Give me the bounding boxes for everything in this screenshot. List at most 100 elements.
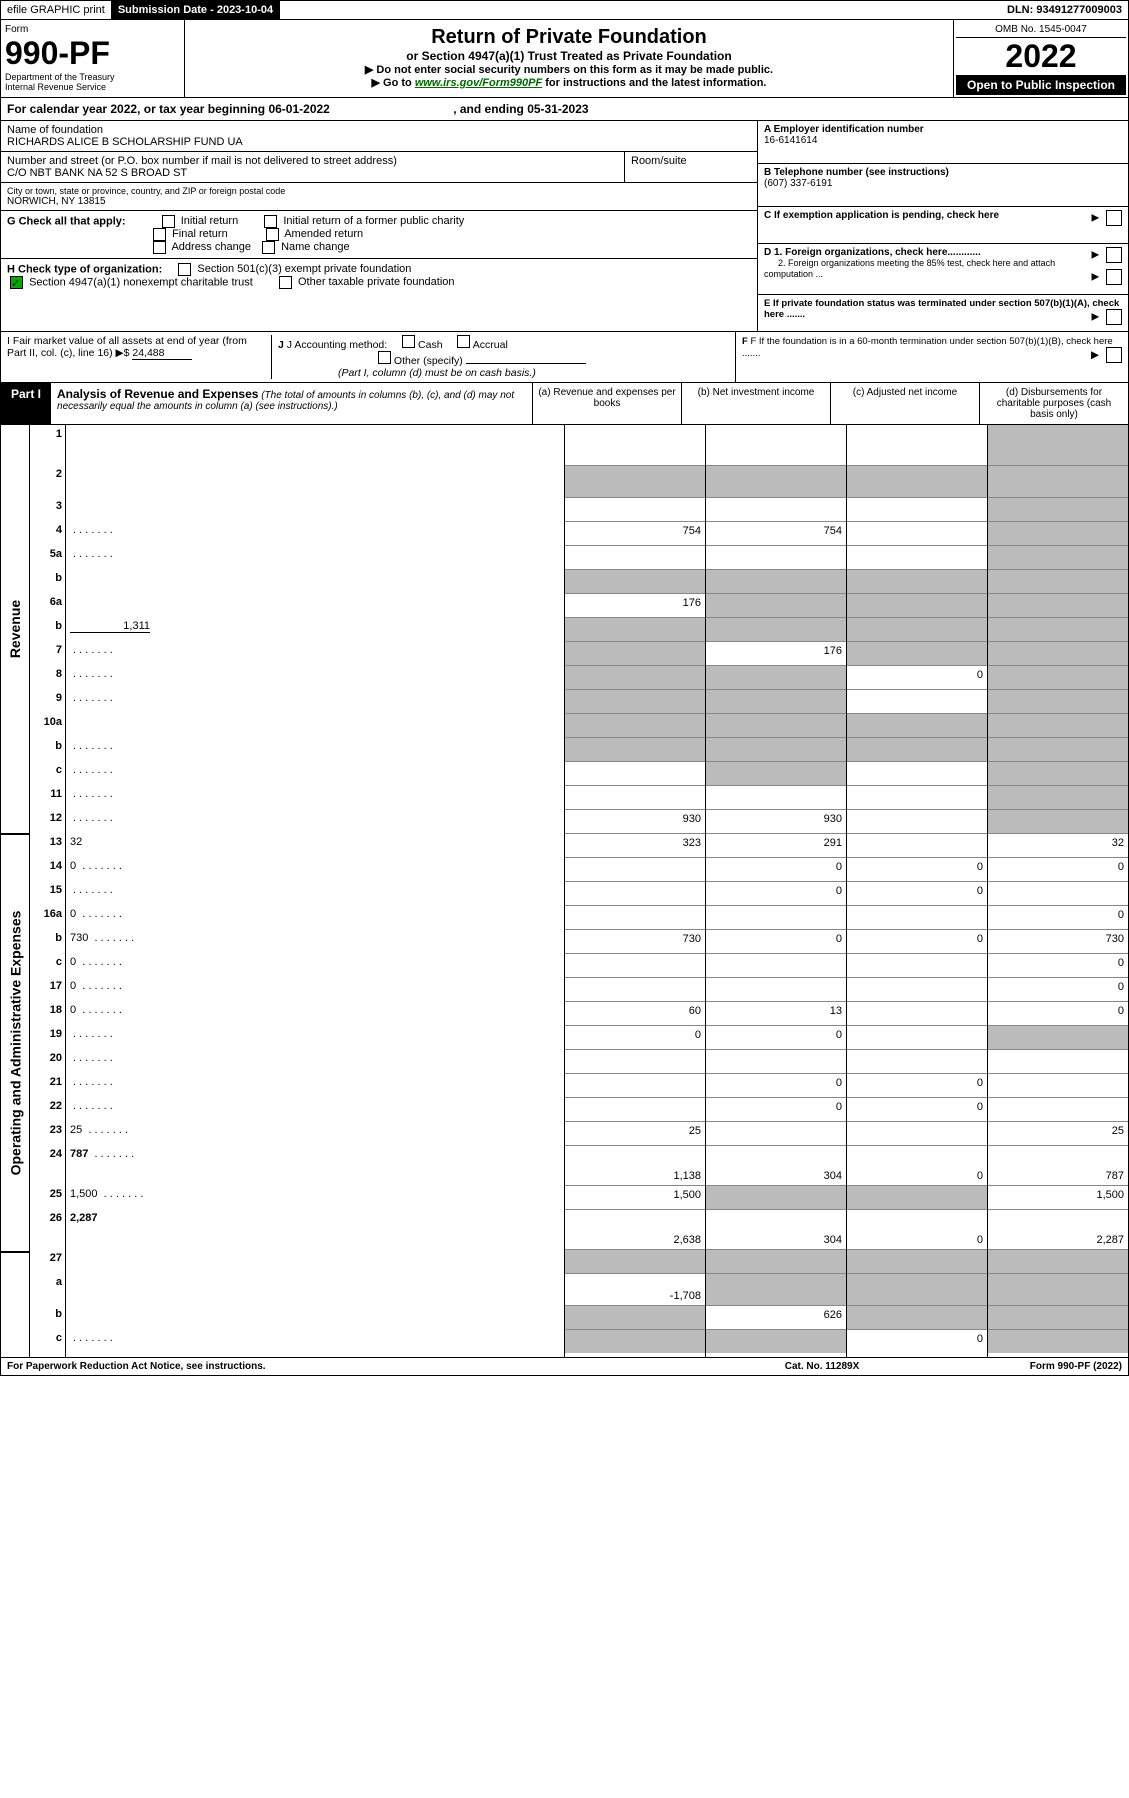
val-b-b [706,617,846,641]
val-17-a [565,977,705,1001]
val-6a-c [847,593,987,617]
col-d-head: (d) Disbursements for charitable purpose… [979,383,1128,424]
val-15-a [565,881,705,905]
cb-other-acct[interactable] [378,351,391,364]
val-23-c [847,1121,987,1145]
val-c-b [706,1329,846,1353]
val-17-b [706,977,846,1001]
line-num-9: 9 [30,689,65,713]
desc-17: 0 . . . . . . . [66,977,564,1001]
val-7-a [565,641,705,665]
city: NORWICH, NY 13815 [7,196,751,207]
b-label: B Telephone number (see instructions) [764,167,1122,178]
part1-desc: Analysis of Revenue and Expenses (The to… [51,383,532,424]
revenue-side: Revenue [7,600,23,658]
cb-f[interactable] [1106,347,1122,363]
val-25-a: 1,500 [565,1185,705,1209]
val-b-a [565,569,705,593]
cb-amended[interactable] [266,228,279,241]
val-2-b [706,465,846,497]
val-3-b [706,497,846,521]
cb-c[interactable] [1106,210,1122,226]
val-9-d [988,689,1128,713]
val-b-b [706,737,846,761]
desc-11: . . . . . . . [66,785,564,809]
desc-b: . . . . . . . [66,737,564,761]
val-b-d: 730 [988,929,1128,953]
addr-label: Number and street (or P.O. box number if… [7,155,618,167]
cb-initial[interactable] [162,215,175,228]
cb-other-tax[interactable] [279,276,292,289]
val-27-d [988,1249,1128,1273]
val-c-b [706,761,846,785]
val-11-d [988,785,1128,809]
val-9-b [706,689,846,713]
val-c-d [988,761,1128,785]
val-19-c [847,1025,987,1049]
desc-b: 730 . . . . . . . [66,929,564,953]
cb-address[interactable] [153,241,166,254]
val-16a-c [847,905,987,929]
line-num-16a: 16a [30,905,65,929]
val-c-b [706,953,846,977]
val-c-a [565,761,705,785]
g-label: G Check all that apply: [7,215,126,227]
val-21-a [565,1073,705,1097]
line-num-10a: 10a [30,713,65,737]
val-12-a: 930 [565,809,705,833]
cb-name[interactable] [262,241,275,254]
val-27-b [706,1249,846,1273]
val-c-d [988,1329,1128,1353]
cb-accrual[interactable] [457,335,470,348]
j-note: (Part I, column (d) must be on cash basi… [338,367,536,379]
desc-16a: 0 . . . . . . . [66,905,564,929]
line-num-6a: 6a [30,593,65,617]
desc-a [66,1273,564,1305]
desc-25: 1,500 . . . . . . . [66,1185,564,1209]
cb-final[interactable] [153,228,166,241]
val-4-a: 754 [565,521,705,545]
val-16a-d: 0 [988,905,1128,929]
line-num-8: 8 [30,665,65,689]
val-21-d [988,1073,1128,1097]
val-24-c: 0 [847,1145,987,1185]
val-11-c [847,785,987,809]
cal-end: 05-31-2023 [527,102,588,116]
cb-501c3[interactable] [178,263,191,276]
cb-d1[interactable] [1106,247,1122,263]
address: C/O NBT BANK NA 52 S BROAD ST [7,167,618,179]
val-14-c: 0 [847,857,987,881]
val-a-b [706,1273,846,1305]
val-19-a: 0 [565,1025,705,1049]
val-26-a: 2,638 [565,1209,705,1249]
val-5a-a [565,545,705,569]
val-1-c [847,425,987,465]
val-16a-b [706,905,846,929]
val-b-c: 0 [847,929,987,953]
f-label: F If the foundation is in a 60-month ter… [742,336,1113,359]
cb-cash[interactable] [402,335,415,348]
desc-b [66,1305,564,1329]
desc-26: 2,287 [66,1209,564,1249]
cb-e[interactable] [1106,309,1122,325]
footer-left: For Paperwork Reduction Act Notice, see … [7,1361,722,1372]
cb-4947[interactable]: ✓ [10,276,23,289]
desc-21: . . . . . . . [66,1073,564,1097]
desc-5a: . . . . . . . [66,545,564,569]
line-num-25: 25 [30,1185,65,1209]
val-6a-b [706,593,846,617]
val-23-a: 25 [565,1121,705,1145]
val-c-c: 0 [847,1329,987,1353]
val-14-b: 0 [706,857,846,881]
cal-prefix: For calendar year 2022, or tax year begi… [7,102,268,116]
desc-23: 25 . . . . . . . [66,1121,564,1145]
line-num-13: 13 [30,833,65,857]
cb-initial-former[interactable] [264,215,277,228]
instruct-link[interactable]: www.irs.gov/Form990PF [415,77,542,89]
c-label: C If exemption application is pending, c… [764,210,999,221]
e-label: E If private foundation status was termi… [764,298,1119,320]
line-num-17: 17 [30,977,65,1001]
cb-d2[interactable] [1106,269,1122,285]
val-26-d: 2,287 [988,1209,1128,1249]
val-5a-d [988,545,1128,569]
